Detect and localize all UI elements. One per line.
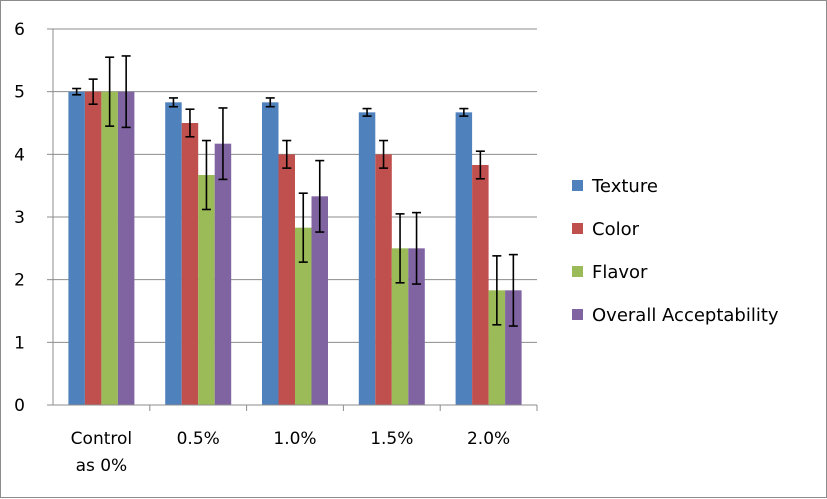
bar <box>375 154 392 405</box>
legend: Texture Color Flavor Overall Acceptability <box>572 176 779 326</box>
bars <box>68 91 522 406</box>
bar <box>455 112 473 405</box>
error-bars <box>72 55 518 327</box>
legend-swatch <box>572 223 583 234</box>
legend-label: Overall Acceptability <box>592 305 779 326</box>
y-tick-label: 0 <box>14 396 25 416</box>
y-tick-label: 2 <box>14 271 25 291</box>
y-tick-label: 1 <box>14 333 25 353</box>
bar <box>278 154 295 405</box>
bar <box>295 227 312 405</box>
y-tick-label: 6 <box>14 20 25 40</box>
bar <box>505 290 522 405</box>
legend-label: Flavor <box>592 262 648 283</box>
bar <box>214 143 232 405</box>
bar <box>181 123 199 405</box>
bar <box>262 102 279 405</box>
y-tick-label: 4 <box>14 145 25 165</box>
bar <box>408 248 425 405</box>
bar <box>68 91 85 406</box>
x-tick-label: 1.0% <box>273 429 316 449</box>
bar <box>165 102 182 405</box>
legend-label: Color <box>592 219 640 240</box>
bar <box>198 175 215 405</box>
legend-swatch <box>572 266 583 277</box>
legend-swatch <box>572 309 583 320</box>
bar <box>488 290 506 405</box>
bar <box>101 91 118 406</box>
x-tick-label: 0.5% <box>177 429 220 449</box>
legend-label: Texture <box>591 176 658 197</box>
x-tick-label: 2.0% <box>467 429 510 449</box>
y-tick-label: 5 <box>14 83 25 103</box>
bar <box>84 91 102 406</box>
x-tick-label: as 0% <box>76 456 128 476</box>
axes: 0 1 2 3 4 5 6 Control as 0% 0.5% 1.0% 1.5% 2.0% <box>14 20 538 476</box>
x-tick-label: 1.5% <box>370 429 413 449</box>
legend-swatch <box>572 180 583 191</box>
y-tick-label: 3 <box>14 208 25 228</box>
x-tick-label: Control <box>71 429 132 449</box>
bar <box>311 196 328 405</box>
bar <box>472 164 489 405</box>
bar <box>391 248 409 405</box>
bar <box>358 112 376 405</box>
bar <box>117 91 135 406</box>
